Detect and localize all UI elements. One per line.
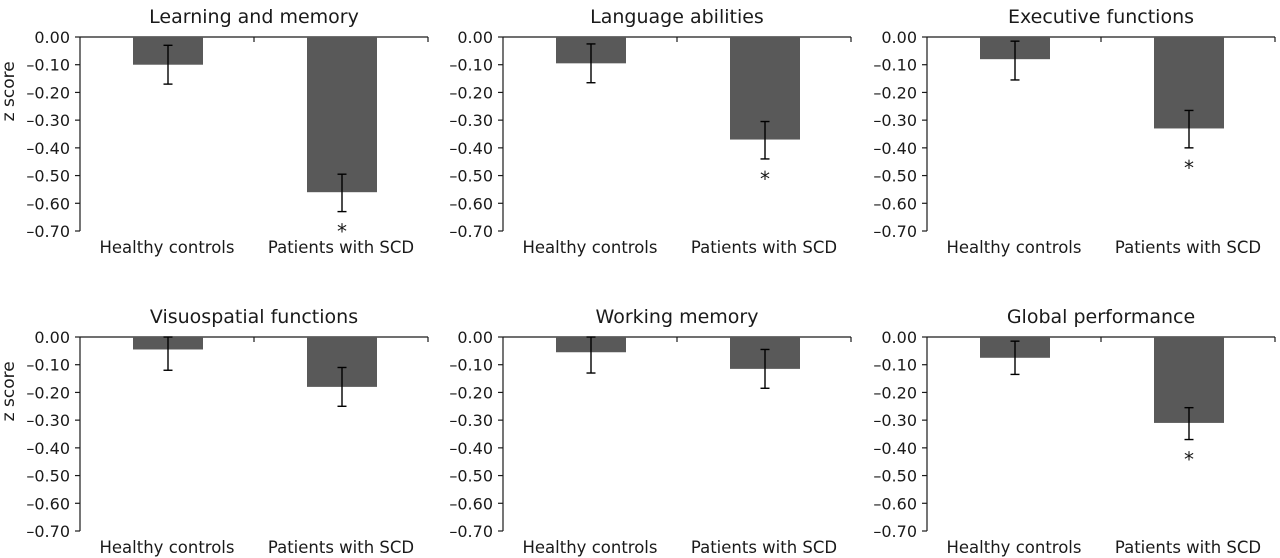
panel-3: Executive functions 0.00 –0.10 –0.20 –0.30 –0… [873, 6, 1276, 257]
y-tick-label: –0.50 [26, 467, 70, 486]
bar-patients-scd [307, 37, 377, 193]
y-tick-label: –0.70 [873, 522, 917, 541]
y-tick-label: –0.30 [873, 111, 917, 130]
y-tick-label: –0.70 [449, 522, 493, 541]
y-tick-label: –0.20 [873, 383, 917, 402]
y-axis-label: z score [0, 361, 19, 421]
y-tick-label: –0.70 [449, 222, 493, 241]
panel-4: Visuospatial functions 0.00 –0.10 –0.20 –0.3… [0, 306, 429, 557]
y-tick-label: –0.40 [26, 139, 70, 158]
significance-marker: * [337, 220, 347, 244]
y-tick-label: –0.20 [26, 383, 70, 402]
y-tick-label: –0.60 [449, 194, 493, 213]
y-tick-label: –0.40 [873, 139, 917, 158]
y-tick-label: –0.20 [449, 83, 493, 102]
y-tick-label: –0.40 [449, 439, 493, 458]
y-tick-label: –0.30 [26, 411, 70, 430]
panel-title: Learning and memory [149, 6, 359, 28]
y-tick-label: –0.50 [873, 167, 917, 186]
y-tick-label: –0.20 [449, 383, 493, 402]
error-bar [586, 43, 596, 84]
significance-marker: * [760, 167, 770, 191]
panel-title: Language abilities [590, 6, 764, 28]
error-bar [1184, 406, 1194, 441]
y-tick-label: –0.60 [26, 194, 70, 213]
significance-marker: * [1184, 156, 1194, 180]
category-label: Patients with SCD [691, 238, 837, 257]
y-tick-label: –0.10 [449, 356, 493, 375]
y-tick-label: –0.70 [26, 222, 70, 241]
category-label: Healthy controls [100, 238, 235, 257]
y-tick-label: –0.20 [26, 83, 70, 102]
y-tick-label: –0.60 [873, 194, 917, 213]
category-label: Patients with SCD [1115, 538, 1261, 557]
y-tick-label: –0.50 [26, 167, 70, 186]
y-tick-label: –0.30 [873, 411, 917, 430]
y-tick-label: –0.70 [26, 522, 70, 541]
y-tick-label: –0.30 [449, 411, 493, 430]
y-tick-label: –0.20 [873, 83, 917, 102]
category-label: Healthy controls [523, 538, 658, 557]
y-tick-label: –0.10 [873, 56, 917, 75]
error-bar [1010, 40, 1020, 81]
category-label: Healthy controls [100, 538, 235, 557]
y-tick-label: –0.60 [873, 494, 917, 513]
panel-5: Working memory 0.00 –0.10 –0.20 –0.30 –0.40 –0… [449, 306, 852, 557]
y-tick-label: 0.00 [457, 28, 493, 47]
y-tick-label: –0.70 [873, 222, 917, 241]
y-tick-label: –0.10 [26, 56, 70, 75]
y-tick-label: –0.50 [449, 167, 493, 186]
error-bar [337, 173, 347, 213]
error-bar [163, 336, 173, 371]
y-tick-label: –0.10 [873, 356, 917, 375]
panel-1: Learning and memory 0.00 –0.10 –0.20 –0.30 –0… [0, 6, 429, 257]
y-tick-label: –0.30 [26, 111, 70, 130]
category-label: Healthy controls [523, 238, 658, 257]
y-tick-label: –0.30 [449, 111, 493, 130]
category-label: Patients with SCD [268, 238, 414, 257]
y-tick-label: 0.00 [34, 328, 70, 347]
category-label: Healthy controls [947, 538, 1082, 557]
error-bar [586, 336, 596, 374]
panel-title: Executive functions [1008, 6, 1194, 28]
y-tick-label: 0.00 [34, 28, 70, 47]
significance-marker: * [1184, 448, 1194, 472]
panel-title: Working memory [596, 306, 759, 328]
y-tick-label: –0.40 [873, 439, 917, 458]
error-bar [760, 348, 770, 389]
y-tick-label: 0.00 [881, 28, 917, 47]
panel-title: Global performance [1007, 306, 1195, 328]
category-label: Patients with SCD [268, 538, 414, 557]
category-label: Healthy controls [947, 238, 1082, 257]
y-tick-label: –0.60 [26, 494, 70, 513]
category-label: Patients with SCD [1115, 238, 1261, 257]
panel-title: Visuospatial functions [150, 306, 358, 328]
y-axis-label: z score [0, 61, 19, 121]
y-tick-label: –0.10 [26, 356, 70, 375]
y-tick-label: –0.40 [26, 439, 70, 458]
error-bar [1010, 340, 1020, 376]
error-bar [760, 120, 770, 160]
y-tick-label: 0.00 [457, 328, 493, 347]
y-tick-label: –0.60 [449, 494, 493, 513]
panel-2: Language abilities 0.00 –0.10 –0.20 –0.30 –0.… [449, 6, 852, 257]
y-tick-label: 0.00 [881, 328, 917, 347]
y-tick-label: –0.50 [873, 467, 917, 486]
category-label: Patients with SCD [691, 538, 837, 557]
error-bar [337, 366, 347, 407]
panel-6: Global performance 0.00 –0.10 –0.20 –0.30 –0.… [873, 306, 1276, 557]
y-tick-label: –0.50 [449, 467, 493, 486]
error-bar [163, 44, 173, 85]
error-bar [1184, 109, 1194, 149]
y-tick-label: –0.10 [449, 56, 493, 75]
y-tick-label: –0.40 [449, 139, 493, 158]
